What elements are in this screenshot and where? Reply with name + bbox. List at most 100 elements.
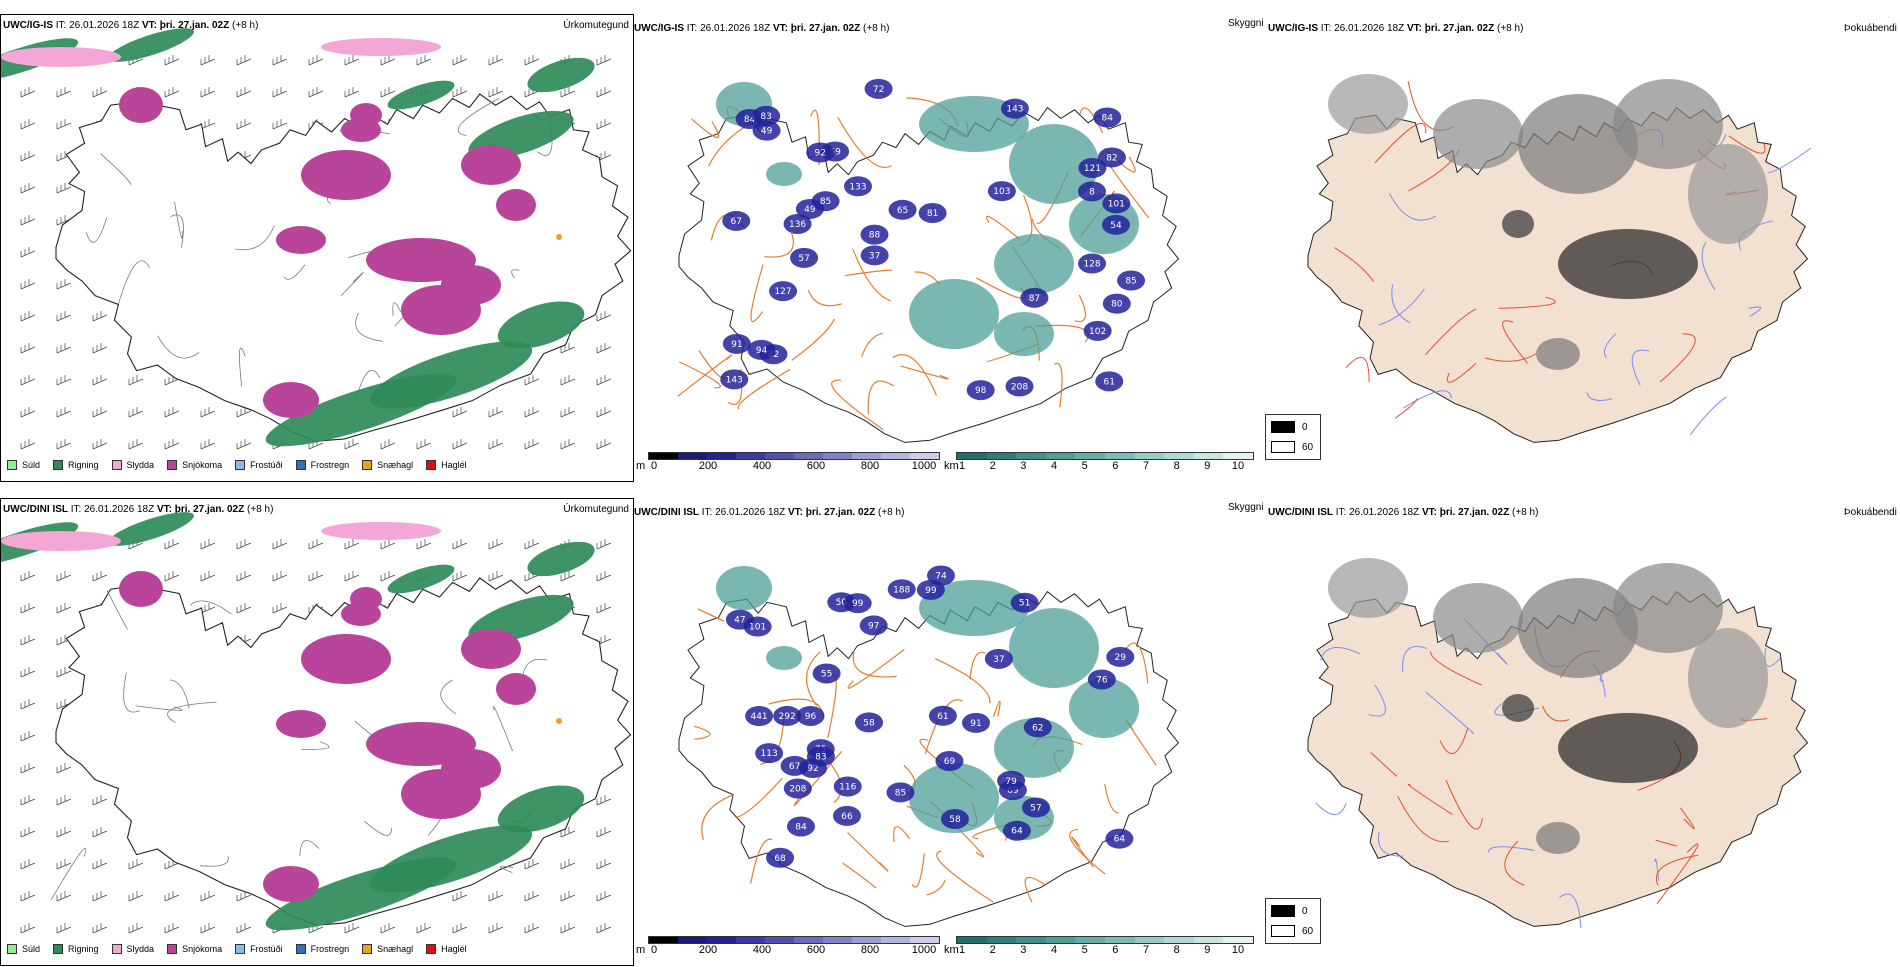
wind-barb — [128, 375, 144, 386]
wind-barb — [20, 439, 36, 450]
legend-swatch — [235, 460, 246, 470]
road-line — [301, 741, 330, 750]
precip-map — [1, 28, 632, 450]
road-line — [1071, 836, 1094, 868]
wind-barb — [20, 151, 36, 162]
high-terrain-area — [796, 705, 825, 726]
road-line — [847, 648, 905, 689]
wind-barb — [56, 311, 72, 322]
legend-swatch — [426, 460, 437, 470]
high-terrain-area — [859, 615, 888, 636]
legend-swatch — [7, 460, 17, 470]
road-line — [199, 855, 229, 867]
wind-barb — [452, 923, 468, 934]
peak-height-label: 67 — [731, 217, 742, 227]
wind-barb — [56, 699, 72, 710]
wind-barb — [380, 923, 396, 934]
fog-indicator-area — [1558, 713, 1698, 783]
road-line — [701, 793, 735, 841]
high-terrain-area — [747, 339, 776, 360]
peak-height-label: 102 — [1089, 327, 1106, 337]
colorbar-segment — [1164, 937, 1194, 943]
high-terrain-area — [935, 751, 964, 772]
wind-barb — [488, 539, 504, 550]
wind-barb — [596, 439, 612, 450]
peak-height-label: 76 — [1096, 675, 1108, 685]
high-terrain-area — [1083, 320, 1112, 341]
road-line — [677, 354, 733, 397]
wind-barb — [56, 343, 72, 354]
colorbar-tick-label: 0 — [650, 460, 658, 472]
snow-area — [496, 189, 536, 221]
road-line — [847, 832, 889, 872]
issue-time-label: IT: — [1320, 23, 1332, 34]
wind-barb — [452, 87, 468, 98]
high-terrain-area — [1105, 828, 1134, 849]
fog-indicator-area — [1328, 74, 1408, 134]
iceland-coastline — [1307, 590, 1809, 927]
wind-barb — [56, 635, 72, 646]
road-line — [831, 379, 884, 431]
colorbar-segment — [1045, 453, 1076, 459]
legend-item: Súld — [7, 460, 40, 470]
wind-barb — [128, 539, 144, 550]
road-line — [1397, 795, 1450, 843]
colorbar-segment — [910, 937, 939, 943]
wind-barb — [488, 87, 504, 98]
visibility-map-panel: UWC/IG-IS IT: 26.01.2026 18Z VT: þri. 27… — [634, 14, 1274, 482]
wind-barb — [488, 439, 504, 450]
peak-height-label: 85 — [820, 197, 831, 207]
peak-height-label: 64 — [1114, 835, 1126, 845]
wind-barb — [20, 795, 36, 806]
road-line — [117, 260, 150, 305]
wind-barb — [128, 891, 144, 902]
colorbar-tick-label: 400 — [752, 460, 772, 472]
high-terrain-area — [962, 712, 991, 733]
low-visibility-area — [716, 566, 772, 610]
model-name: UWC/IG-IS — [1268, 23, 1318, 34]
road-line — [499, 865, 514, 873]
rain-area — [527, 541, 595, 577]
snow-area — [119, 571, 163, 607]
wind-barb — [128, 407, 144, 418]
peak-height-label: 101 — [1108, 199, 1125, 209]
wind-barb — [92, 923, 108, 934]
wind-barb — [308, 55, 324, 66]
fog-indicator-area — [1688, 628, 1768, 728]
wind-barb — [560, 439, 576, 450]
model-name: UWC/DINI ISL — [634, 507, 699, 518]
wind-barb — [524, 55, 540, 66]
wind-barb — [164, 571, 180, 582]
wind-barb — [524, 571, 540, 582]
road-line — [1655, 839, 1677, 847]
rain-area — [387, 564, 455, 594]
road-line — [708, 127, 744, 167]
issue-time: 26.01.2026 18Z — [700, 23, 771, 34]
colorbar-segment — [823, 937, 852, 943]
high-terrain-area — [769, 281, 798, 302]
snow-area — [276, 226, 326, 254]
road-line — [1054, 362, 1063, 408]
wind-barb — [92, 571, 108, 582]
snow-area — [341, 602, 381, 626]
wind-barb — [56, 923, 72, 934]
wind-barb — [128, 55, 144, 66]
river-line — [1377, 831, 1404, 857]
road-line — [106, 589, 128, 630]
legend-item: Slydda — [111, 460, 154, 470]
fog-indicator-area — [1688, 144, 1768, 244]
snow-area — [341, 118, 381, 142]
colorbar-tick-label: 200 — [698, 460, 718, 472]
wind-barb — [596, 87, 612, 98]
road-line — [791, 318, 836, 361]
precip-type-map-panel: UWC/DINI ISL IT: 26.01.2026 18Z VT: þri.… — [0, 498, 634, 966]
peak-height-label: 59 — [829, 147, 841, 157]
snow-area — [263, 382, 319, 418]
wind-barb — [56, 183, 72, 194]
snow-area — [461, 145, 521, 185]
road-line — [736, 777, 783, 818]
colorbar-unit: km — [944, 460, 959, 472]
panel-title-visibility: Skyggni — [1228, 18, 1264, 29]
road-line — [1024, 876, 1046, 903]
wind-barb — [560, 375, 576, 386]
